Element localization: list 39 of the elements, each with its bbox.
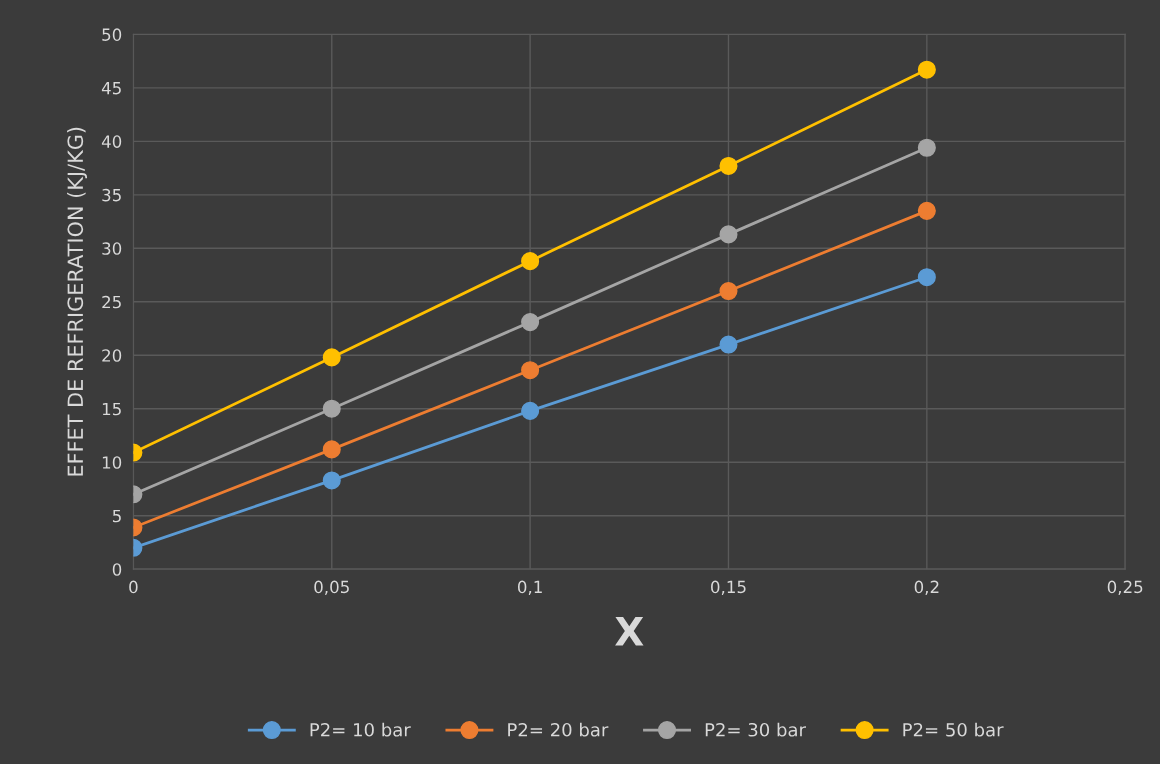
y-tick-label: 30 — [102, 242, 122, 255]
point — [322, 348, 341, 367]
point — [719, 282, 738, 301]
point — [917, 268, 936, 287]
x-tick-label: 0,05 — [314, 580, 349, 595]
legend-label: P2= 10 bar — [310, 722, 411, 737]
point — [719, 335, 738, 354]
x-tick-label: 0,15 — [711, 580, 746, 595]
x-tick-label: 0 — [129, 580, 138, 594]
point — [521, 313, 540, 332]
point — [322, 471, 341, 490]
point — [917, 201, 936, 220]
y-axis-title: EFFET DE REFRIGERATION (KJ/KG) — [67, 127, 88, 476]
y-tick-label: 25 — [102, 295, 121, 309]
legend-label: P2= 20 bar — [508, 722, 609, 737]
point — [719, 156, 738, 175]
point — [917, 138, 936, 157]
point — [521, 361, 540, 380]
point — [521, 252, 540, 271]
point — [719, 225, 738, 244]
y-tick-label: 15 — [102, 402, 121, 416]
y-tick-label: 35 — [102, 188, 121, 202]
y-tick-label: 45 — [101, 82, 121, 95]
y-tick-label: 20 — [102, 349, 122, 362]
x-tick-label: 0,1 — [517, 580, 542, 595]
x-axis-title: X — [615, 617, 644, 646]
x-tick-label: 0,25 — [1107, 580, 1143, 595]
point — [322, 399, 341, 418]
y-tick-label: 5 — [112, 509, 121, 523]
legend-label: P2= 50 bar — [903, 722, 1004, 737]
y-tick-label: 40 — [101, 135, 122, 148]
y-tick-label: 0 — [112, 563, 122, 576]
x-tick-label: 0,2 — [914, 580, 939, 595]
y-tick-label: 50 — [102, 28, 122, 41]
point — [917, 60, 936, 79]
point — [521, 401, 540, 420]
legend-label: P2= 30 bar — [705, 722, 806, 737]
y-tick-label: 10 — [102, 456, 122, 469]
point — [322, 440, 341, 459]
